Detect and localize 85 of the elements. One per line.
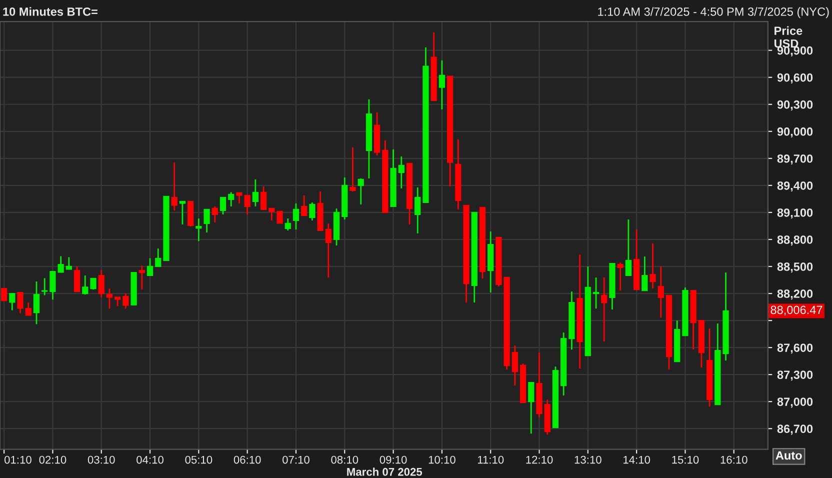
y-tick-label: 90,300 <box>777 100 813 110</box>
text: 88,006.47 <box>770 306 822 316</box>
candlestick <box>438 60 446 110</box>
candlestick <box>276 210 283 224</box>
candlestick <box>90 278 96 290</box>
y-tick-label: 89,700 <box>777 154 813 165</box>
candlestick <box>98 269 104 298</box>
x-tick-label: 09:10 <box>380 456 407 464</box>
y-tick-label: 86,700 <box>777 424 813 435</box>
candlestick <box>66 256 72 270</box>
candlestick <box>658 266 664 318</box>
y-tick-label: 88,800 <box>777 236 813 246</box>
x-tick-label: 02:10 <box>39 456 66 464</box>
x-tick-label: 10:10 <box>428 456 456 464</box>
candlestick <box>284 218 291 232</box>
x-tick-label: 14:10 <box>624 456 650 464</box>
candlestick <box>228 191 234 208</box>
candlestick <box>268 208 275 222</box>
candlestick <box>350 146 356 192</box>
candlestick <box>642 256 648 292</box>
candlestick <box>0 288 8 302</box>
candlestick <box>512 344 518 386</box>
x-tick-label: 06:10 <box>234 456 261 464</box>
y-tick-label: 89,100 <box>777 208 813 219</box>
y-tick-label: 90,000 <box>777 127 813 138</box>
candlestick <box>236 192 242 204</box>
x-tick-label: 03:10 <box>88 456 115 464</box>
x-tick-label: 01:10 <box>4 456 32 464</box>
y-tick-label: 87,600 <box>777 344 813 354</box>
candlestick <box>82 274 88 296</box>
candlestick <box>398 156 404 190</box>
x-tick-label: 11:10 <box>478 456 504 464</box>
candlestick <box>244 194 250 216</box>
text: Auto <box>776 451 802 460</box>
candlestick <box>187 200 194 228</box>
candlestick <box>414 186 421 234</box>
candlestick <box>204 208 210 234</box>
y-tick-label: 90,600 <box>777 73 813 84</box>
candlestick <box>309 202 316 222</box>
candlestick <box>625 218 632 276</box>
candlestick <box>9 292 16 311</box>
candlestick <box>146 258 154 276</box>
candlestick <box>179 200 186 226</box>
candlestick <box>155 248 162 268</box>
candlestick <box>114 296 121 307</box>
x-tick-label: 12:10 <box>526 456 553 464</box>
y-tick-label: 88,500 <box>777 262 813 273</box>
y-tick-label: 87,000 <box>777 398 813 408</box>
candlestick <box>17 292 24 314</box>
candlestick <box>74 266 80 292</box>
x-tick-label: 16:10 <box>720 456 748 464</box>
chart-title: 10 Minutes BTC= <box>3 7 98 16</box>
candlestick <box>212 206 218 224</box>
candlestick <box>292 202 300 230</box>
y-tick-label: 87,300 <box>777 370 813 381</box>
y-tick-label: 88,200 <box>777 290 813 300</box>
candlestick <box>220 196 226 216</box>
x-tick-label: 08:10 <box>331 456 358 464</box>
x-tick-label: 15:10 <box>672 456 699 464</box>
x-tick-label: 07:10 <box>282 456 310 464</box>
candlestick <box>171 162 178 212</box>
x-axis-title: March 07 2025 <box>347 468 422 476</box>
candlestick <box>260 186 267 210</box>
candlestick <box>106 288 113 310</box>
candlestick <box>122 292 129 310</box>
x-tick-label: 04:10 <box>136 456 164 464</box>
candlestick <box>617 262 624 292</box>
y-tick-label: 89,400 <box>777 181 813 192</box>
candlestick <box>592 276 600 310</box>
candlestick <box>601 276 608 342</box>
candlestick <box>196 218 202 242</box>
candlestick <box>42 278 48 296</box>
candlestick <box>528 382 534 434</box>
candlestick <box>138 264 145 290</box>
candlestick <box>33 280 40 325</box>
candlestick <box>650 242 656 290</box>
candlestick <box>252 178 259 208</box>
candlestick <box>25 302 32 316</box>
candlestick <box>325 222 332 278</box>
x-tick-label: 13:10 <box>574 456 602 464</box>
candlestick <box>301 194 308 216</box>
x-tick-label: 05:10 <box>185 456 212 464</box>
chart-subtitle: 1:10 AM 3/7/2025 - 4:50 PM 3/7/2025 (NYC) <box>598 7 829 18</box>
y-tick-label: 90,900 <box>777 46 813 56</box>
candlestick <box>358 178 364 206</box>
